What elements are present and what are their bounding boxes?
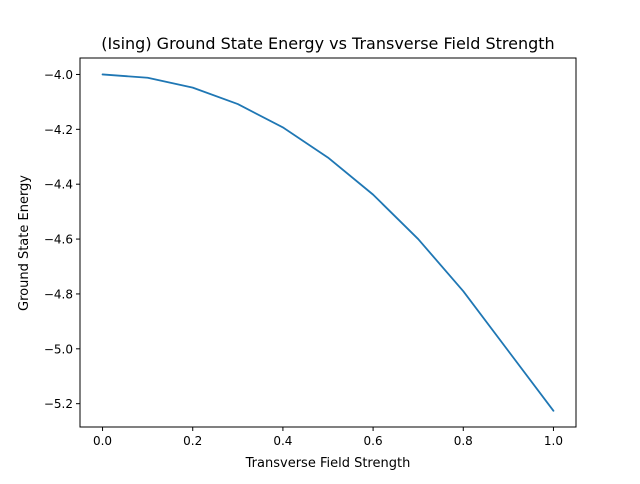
- y-tick-label: −5.2: [44, 397, 73, 411]
- y-tick-label: −4.6: [44, 233, 73, 247]
- x-tick-label: 0.6: [364, 434, 383, 448]
- y-tick-label: −4.8: [44, 287, 73, 301]
- x-tick-label: 0.8: [454, 434, 473, 448]
- x-tick-label: 0.0: [93, 434, 112, 448]
- y-tick-label: −4.0: [44, 68, 73, 82]
- y-axis-label: Ground State Energy: [17, 175, 32, 311]
- x-tick-label: 0.4: [273, 434, 292, 448]
- y-axis-ticks: −4.0 −4.2 −4.4 −4.6 −4.8 −5.0 −5.2: [44, 68, 80, 411]
- y-tick-label: −4.2: [44, 123, 73, 137]
- plot-area: 0.0 0.2 0.4 0.6 0.8 1.0 −4.0−4.2−4.4−4.6−4.8−…: [44, 57, 577, 448]
- x-tick-label: 0.2: [183, 434, 202, 448]
- x-tick-label: 1.0: [544, 434, 563, 448]
- series-layer: [101, 73, 555, 412]
- y-tick-label: −5.0: [44, 342, 73, 356]
- chart-title: (Ising) Ground State Energy vs Transvers…: [101, 34, 554, 53]
- y-tick-label: −4.4: [44, 178, 73, 192]
- x-axis-ticks: 0.0 0.2 0.4 0.6 0.8 1.0: [93, 427, 563, 448]
- plot-frame: [79, 57, 577, 428]
- x-axis-label: Transverse Field Strength: [245, 456, 411, 471]
- series-line: [101, 73, 555, 412]
